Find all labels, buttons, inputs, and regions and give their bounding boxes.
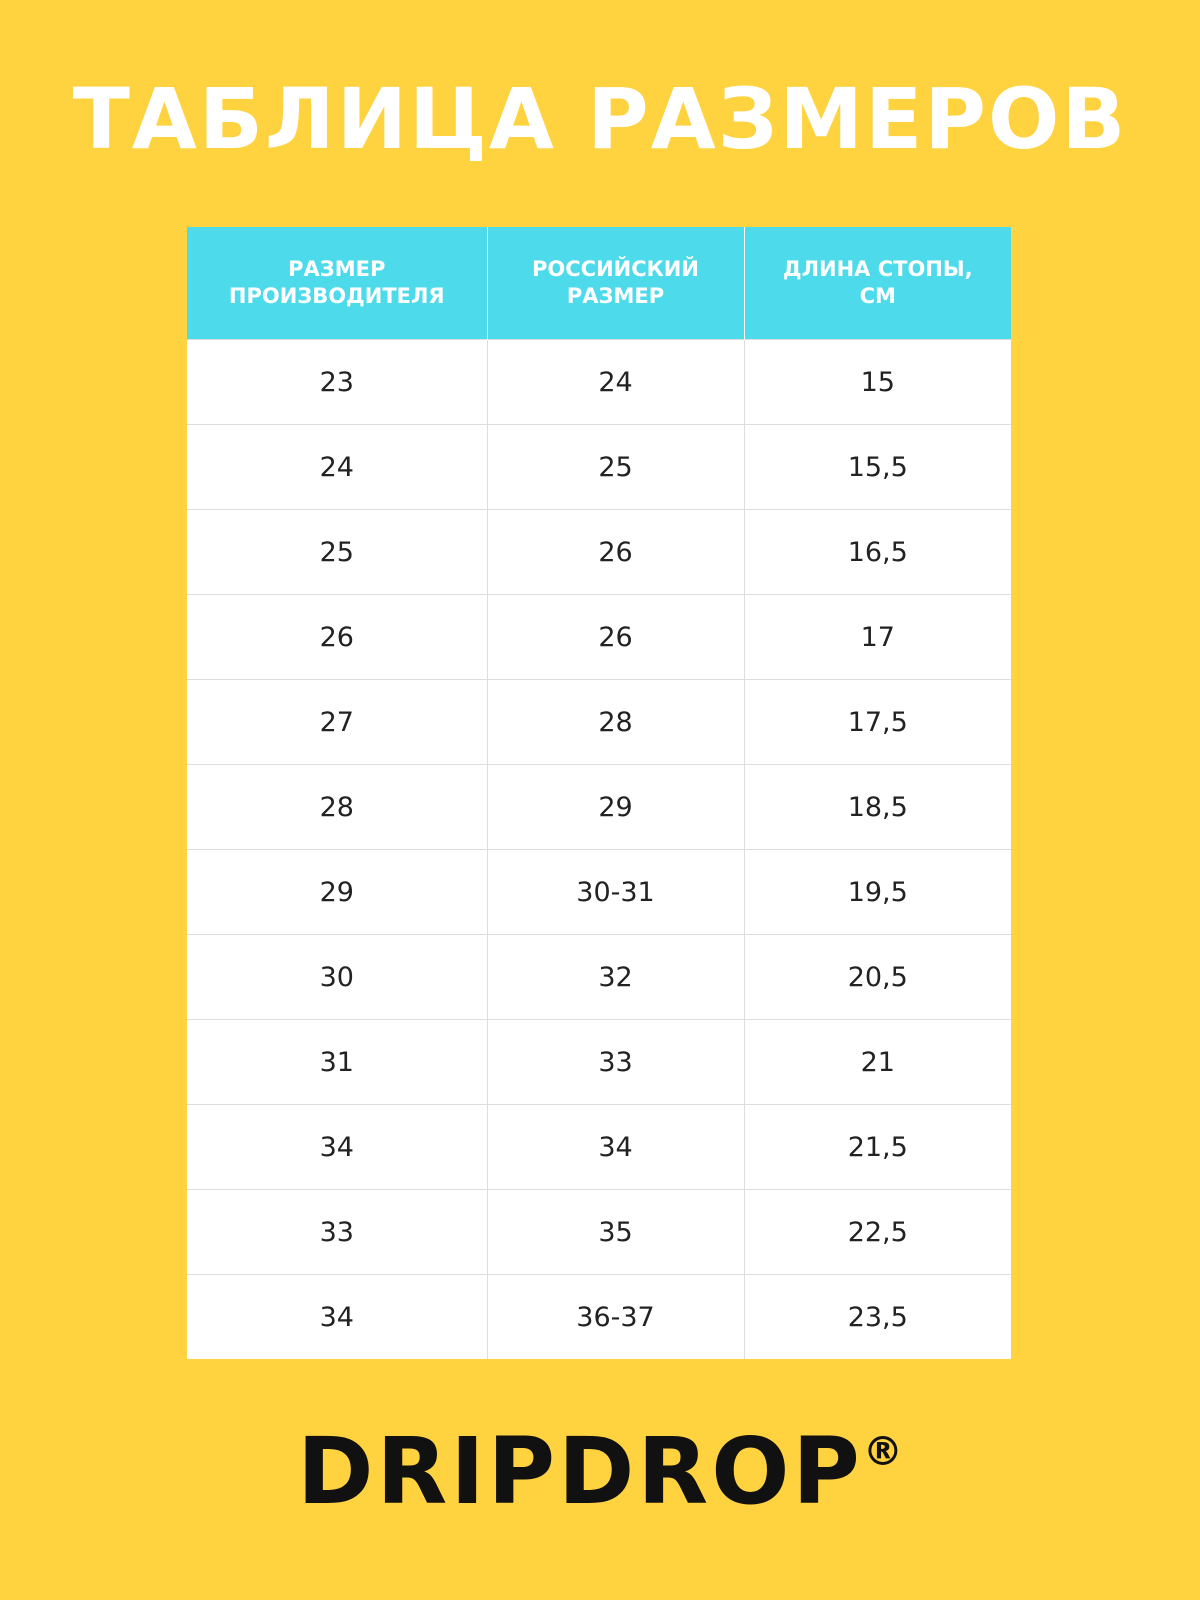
table-row: 31 33 21 <box>187 1019 1011 1105</box>
column-header: ДЛИНА СТОПЫ, СМ <box>743 227 1011 340</box>
table-cell: 33 <box>187 1189 487 1275</box>
table-row: 26 26 17 <box>187 594 1011 680</box>
table-cell: 34 <box>187 1104 487 1190</box>
page-title: ТАБЛИЦА РАЗМЕРОВ <box>72 70 1128 168</box>
table-cell: 19,5 <box>743 849 1011 935</box>
table-cell: 36-37 <box>486 1274 744 1359</box>
table-row: 24 25 15,5 <box>187 424 1011 510</box>
table-cell: 17,5 <box>743 679 1011 765</box>
table-row: 34 36-37 23,5 <box>187 1274 1011 1359</box>
table-cell: 22,5 <box>743 1189 1011 1275</box>
registered-mark: ® <box>862 1429 903 1475</box>
table-cell: 24 <box>486 339 744 425</box>
table-row: 25 26 16,5 <box>187 509 1011 595</box>
table-cell: 26 <box>486 594 744 680</box>
table-cell: 15 <box>743 339 1011 425</box>
table-cell: 17 <box>743 594 1011 680</box>
table-cell: 35 <box>486 1189 744 1275</box>
table-cell: 24 <box>187 424 487 510</box>
size-table: РАЗМЕР ПРОИЗВОДИТЕЛЯ РОССИЙСКИЙ РАЗМЕР ДЛИ… <box>187 227 1011 1359</box>
table-row: 29 30-31 19,5 <box>187 849 1011 935</box>
table-cell: 26 <box>486 509 744 595</box>
table-cell: 23,5 <box>743 1274 1011 1359</box>
column-header: РАЗМЕР ПРОИЗВОДИТЕЛЯ <box>187 227 487 340</box>
table-cell: 25 <box>486 424 744 510</box>
table-cell: 33 <box>486 1019 744 1105</box>
column-header: РОССИЙСКИЙ РАЗМЕР <box>486 227 744 340</box>
table-cell: 32 <box>486 934 744 1020</box>
logo: DRIPDROP® <box>0 1418 1200 1525</box>
table-row: 28 29 18,5 <box>187 764 1011 850</box>
table-row: 33 35 22,5 <box>187 1189 1011 1275</box>
table-cell: 20,5 <box>743 934 1011 1020</box>
table-cell: 29 <box>486 764 744 850</box>
table-row: 30 32 20,5 <box>187 934 1011 1020</box>
table-row: 34 34 21,5 <box>187 1104 1011 1190</box>
table-cell: 29 <box>187 849 487 935</box>
table-cell: 28 <box>187 764 487 850</box>
table-cell: 21 <box>743 1019 1011 1105</box>
table-cell: 30 <box>187 934 487 1020</box>
table-cell: 28 <box>486 679 744 765</box>
table-cell: 26 <box>187 594 487 680</box>
table-row: 27 28 17,5 <box>187 679 1011 765</box>
table-row: 23 24 15 <box>187 339 1011 425</box>
table-cell: 23 <box>187 339 487 425</box>
table-body: 23 24 15 24 25 15,5 25 26 16,5 26 26 17 27 28 17,5 28 29… <box>187 339 1011 1359</box>
table-cell: 27 <box>187 679 487 765</box>
logo-text: DRIPDROP <box>297 1418 863 1525</box>
table-cell: 31 <box>187 1019 487 1105</box>
table-cell: 21,5 <box>743 1104 1011 1190</box>
table-cell: 25 <box>187 509 487 595</box>
table-cell: 15,5 <box>743 424 1011 510</box>
table-cell: 16,5 <box>743 509 1011 595</box>
header-row: РАЗМЕР ПРОИЗВОДИТЕЛЯ РОССИЙСКИЙ РАЗМЕР ДЛИ… <box>187 227 1011 340</box>
table-cell: 34 <box>187 1274 487 1359</box>
table-cell: 34 <box>486 1104 744 1190</box>
table-cell: 30-31 <box>486 849 744 935</box>
table-cell: 18,5 <box>743 764 1011 850</box>
